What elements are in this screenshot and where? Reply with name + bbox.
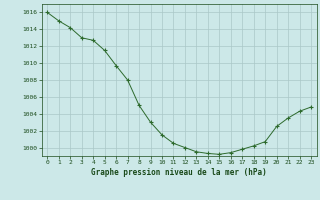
X-axis label: Graphe pression niveau de la mer (hPa): Graphe pression niveau de la mer (hPa) bbox=[91, 168, 267, 177]
